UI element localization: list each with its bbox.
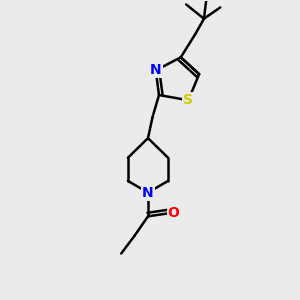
- Text: N: N: [142, 185, 154, 200]
- Text: S: S: [183, 93, 193, 107]
- Text: N: N: [150, 63, 162, 77]
- Text: O: O: [168, 206, 179, 220]
